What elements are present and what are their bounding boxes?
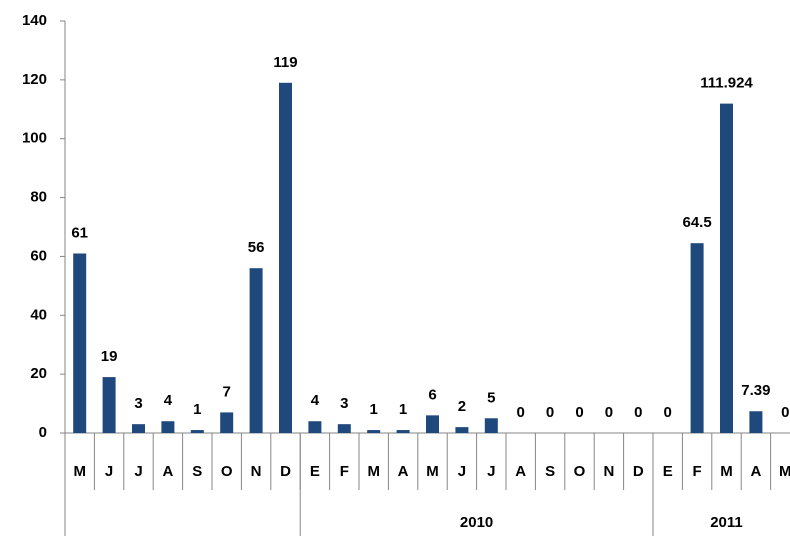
data-label: 0 <box>575 404 583 421</box>
bar <box>484 418 498 433</box>
y-tick-label: 100 <box>22 130 47 147</box>
x-tick-label: E <box>310 463 320 480</box>
bar <box>455 427 469 433</box>
x-tick-label: D <box>280 463 291 480</box>
x-tick-label: F <box>693 463 702 480</box>
data-label: 0 <box>605 404 613 421</box>
data-label: 0 <box>517 404 525 421</box>
x-tick-label: M <box>367 463 380 480</box>
data-label: 1 <box>399 401 407 418</box>
data-label: 4 <box>164 392 173 409</box>
data-label: 0 <box>664 404 672 421</box>
x-tick-label: J <box>487 463 495 480</box>
x-tick-label: N <box>251 463 262 480</box>
data-label: 7 <box>223 383 231 400</box>
data-label: 3 <box>134 395 142 412</box>
data-label: 19 <box>101 348 118 365</box>
x-tick-label: F <box>340 463 349 480</box>
x-tick-label: O <box>221 463 233 480</box>
x-tick-label: M <box>720 463 733 480</box>
data-label: 5 <box>487 389 495 406</box>
x-tick-label: A <box>162 463 173 480</box>
x-tick-label: J <box>134 463 142 480</box>
bar <box>396 430 410 433</box>
data-label: 7.39 <box>741 382 770 399</box>
x-tick-label: J <box>105 463 113 480</box>
bar <box>249 268 263 433</box>
group-label: 2010 <box>460 514 493 531</box>
x-tick-label: N <box>603 463 614 480</box>
y-tick-label: 80 <box>30 189 47 206</box>
bar <box>102 377 116 433</box>
x-tick-label: J <box>458 463 466 480</box>
bar <box>337 424 351 433</box>
data-label: 56 <box>248 239 265 256</box>
bar <box>367 430 381 433</box>
data-label: 0 <box>781 404 789 421</box>
data-label: 6 <box>428 386 436 403</box>
data-label: 64.5 <box>682 214 711 231</box>
bar <box>720 103 733 433</box>
y-tick-label: 140 <box>22 12 47 29</box>
x-tick-label: A <box>398 463 409 480</box>
bar <box>190 430 204 433</box>
x-tick-label: M <box>779 463 790 480</box>
bar <box>308 421 322 433</box>
bar <box>279 82 292 434</box>
bar <box>132 424 145 433</box>
bar <box>161 421 175 433</box>
x-tick-label: M <box>426 463 439 480</box>
y-tick-label: 0 <box>39 424 47 441</box>
x-tick-label: M <box>73 463 86 480</box>
bar <box>749 411 763 433</box>
data-label: 4 <box>311 392 320 409</box>
data-label: 1 <box>193 401 201 418</box>
data-label: 2 <box>458 398 466 415</box>
x-tick-label: D <box>633 463 644 480</box>
x-tick-label: S <box>545 463 555 480</box>
bar <box>690 243 704 433</box>
data-label: 119 <box>273 54 297 71</box>
bar <box>73 253 87 433</box>
data-label: 3 <box>340 395 348 412</box>
y-tick-label: 40 <box>30 306 47 323</box>
data-label: 0 <box>546 404 554 421</box>
x-tick-label: A <box>750 463 761 480</box>
data-label: 1 <box>370 401 378 418</box>
y-tick-label: 20 <box>30 365 47 382</box>
x-tick-label: A <box>515 463 526 480</box>
x-tick-label: E <box>663 463 673 480</box>
bar <box>426 415 439 433</box>
data-label: 111.924 <box>700 75 753 92</box>
group-label: 2011 <box>710 514 743 531</box>
data-label: 0 <box>634 404 642 421</box>
y-tick-label: 60 <box>30 247 47 264</box>
bar <box>220 412 234 433</box>
x-tick-label: S <box>192 463 202 480</box>
x-tick-label: O <box>574 463 586 480</box>
y-tick-label: 120 <box>22 71 47 88</box>
data-label: 61 <box>71 224 88 241</box>
